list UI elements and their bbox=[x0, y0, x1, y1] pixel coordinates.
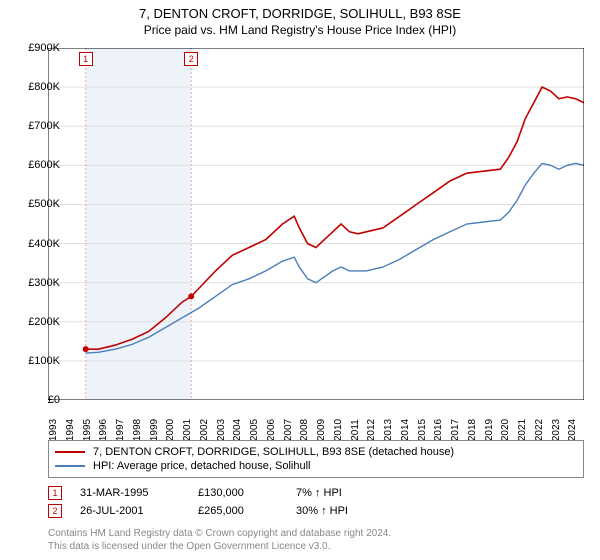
xtick-label: 2010 bbox=[333, 419, 344, 441]
xtick-label: 1996 bbox=[98, 419, 109, 441]
legend-box: 7, DENTON CROFT, DORRIDGE, SOLIHULL, B93… bbox=[48, 440, 584, 478]
title-line-2: Price paid vs. HM Land Registry's House … bbox=[0, 23, 600, 37]
xtick-label: 2011 bbox=[350, 419, 361, 441]
xtick-label: 2023 bbox=[551, 419, 562, 441]
xtick-label: 2017 bbox=[450, 419, 461, 441]
xtick-label: 2014 bbox=[400, 419, 411, 441]
xtick-label: 2015 bbox=[417, 419, 428, 441]
ytick-label: £400K bbox=[28, 238, 60, 250]
legend-label-hpi: HPI: Average price, detached house, Soli… bbox=[93, 460, 311, 472]
tx-pct-1: 7% ↑ HPI bbox=[296, 487, 376, 499]
xtick-label: 2009 bbox=[316, 419, 327, 441]
ytick-label: £0 bbox=[48, 394, 60, 406]
xtick-label: 2024 bbox=[567, 419, 578, 441]
xtick-label: 2021 bbox=[517, 419, 528, 441]
chart-marker-1: 1 bbox=[79, 52, 93, 66]
ytick-label: £300K bbox=[28, 277, 60, 289]
chart-title-block: 7, DENTON CROFT, DORRIDGE, SOLIHULL, B93… bbox=[0, 0, 600, 37]
tx-marker-1: 1 bbox=[48, 486, 62, 500]
legend-label-property: 7, DENTON CROFT, DORRIDGE, SOLIHULL, B93… bbox=[93, 446, 454, 458]
xtick-label: 2008 bbox=[299, 419, 310, 441]
xtick-label: 2001 bbox=[182, 419, 193, 441]
xtick-label: 2019 bbox=[484, 419, 495, 441]
xtick-label: 2016 bbox=[433, 419, 444, 441]
xtick-label: 2022 bbox=[534, 419, 545, 441]
xtick-label: 1998 bbox=[132, 419, 143, 441]
xtick-label: 1995 bbox=[82, 419, 93, 441]
transaction-row-1: 1 31-MAR-1995 £130,000 7% ↑ HPI bbox=[48, 486, 376, 500]
xtick-label: 2000 bbox=[165, 419, 176, 441]
legend-row-property: 7, DENTON CROFT, DORRIDGE, SOLIHULL, B93… bbox=[55, 445, 577, 459]
tx-pct-2: 30% ↑ HPI bbox=[296, 505, 376, 517]
ytick-label: £600K bbox=[28, 159, 60, 171]
ytick-label: £900K bbox=[28, 42, 60, 54]
chart-svg bbox=[48, 48, 584, 400]
transaction-row-2: 2 26-JUL-2001 £265,000 30% ↑ HPI bbox=[48, 504, 376, 518]
xtick-label: 1997 bbox=[115, 419, 126, 441]
tx-date-2: 26-JUL-2001 bbox=[80, 505, 180, 517]
ytick-label: £800K bbox=[28, 81, 60, 93]
xtick-label: 1999 bbox=[149, 419, 160, 441]
footer-line-1: Contains HM Land Registry data © Crown c… bbox=[48, 528, 391, 541]
xtick-label: 2007 bbox=[283, 419, 294, 441]
legend-swatch-hpi bbox=[55, 465, 85, 467]
xtick-label: 2004 bbox=[232, 419, 243, 441]
xtick-label: 2003 bbox=[216, 419, 227, 441]
xtick-label: 2005 bbox=[249, 419, 260, 441]
chart-area bbox=[48, 48, 584, 400]
title-line-1: 7, DENTON CROFT, DORRIDGE, SOLIHULL, B93… bbox=[0, 6, 600, 21]
legend-swatch-property bbox=[55, 451, 85, 453]
chart-marker-2: 2 bbox=[184, 52, 198, 66]
tx-date-1: 31-MAR-1995 bbox=[80, 487, 180, 499]
footer: Contains HM Land Registry data © Crown c… bbox=[48, 528, 391, 553]
xtick-label: 1994 bbox=[65, 419, 76, 441]
xtick-label: 2002 bbox=[199, 419, 210, 441]
xtick-label: 2020 bbox=[500, 419, 511, 441]
xtick-label: 2013 bbox=[383, 419, 394, 441]
tx-price-2: £265,000 bbox=[198, 505, 278, 517]
xtick-label: 2018 bbox=[467, 419, 478, 441]
xtick-label: 1993 bbox=[48, 419, 59, 441]
ytick-label: £200K bbox=[28, 316, 60, 328]
xtick-label: 2012 bbox=[366, 419, 377, 441]
tx-price-1: £130,000 bbox=[198, 487, 278, 499]
tx-marker-2: 2 bbox=[48, 504, 62, 518]
ytick-label: £700K bbox=[28, 120, 60, 132]
transaction-table: 1 31-MAR-1995 £130,000 7% ↑ HPI 2 26-JUL… bbox=[48, 486, 376, 522]
footer-line-2: This data is licensed under the Open Gov… bbox=[48, 541, 391, 554]
ytick-label: £500K bbox=[28, 198, 60, 210]
ytick-label: £100K bbox=[28, 355, 60, 367]
xtick-label: 2006 bbox=[266, 419, 277, 441]
legend-row-hpi: HPI: Average price, detached house, Soli… bbox=[55, 459, 577, 473]
